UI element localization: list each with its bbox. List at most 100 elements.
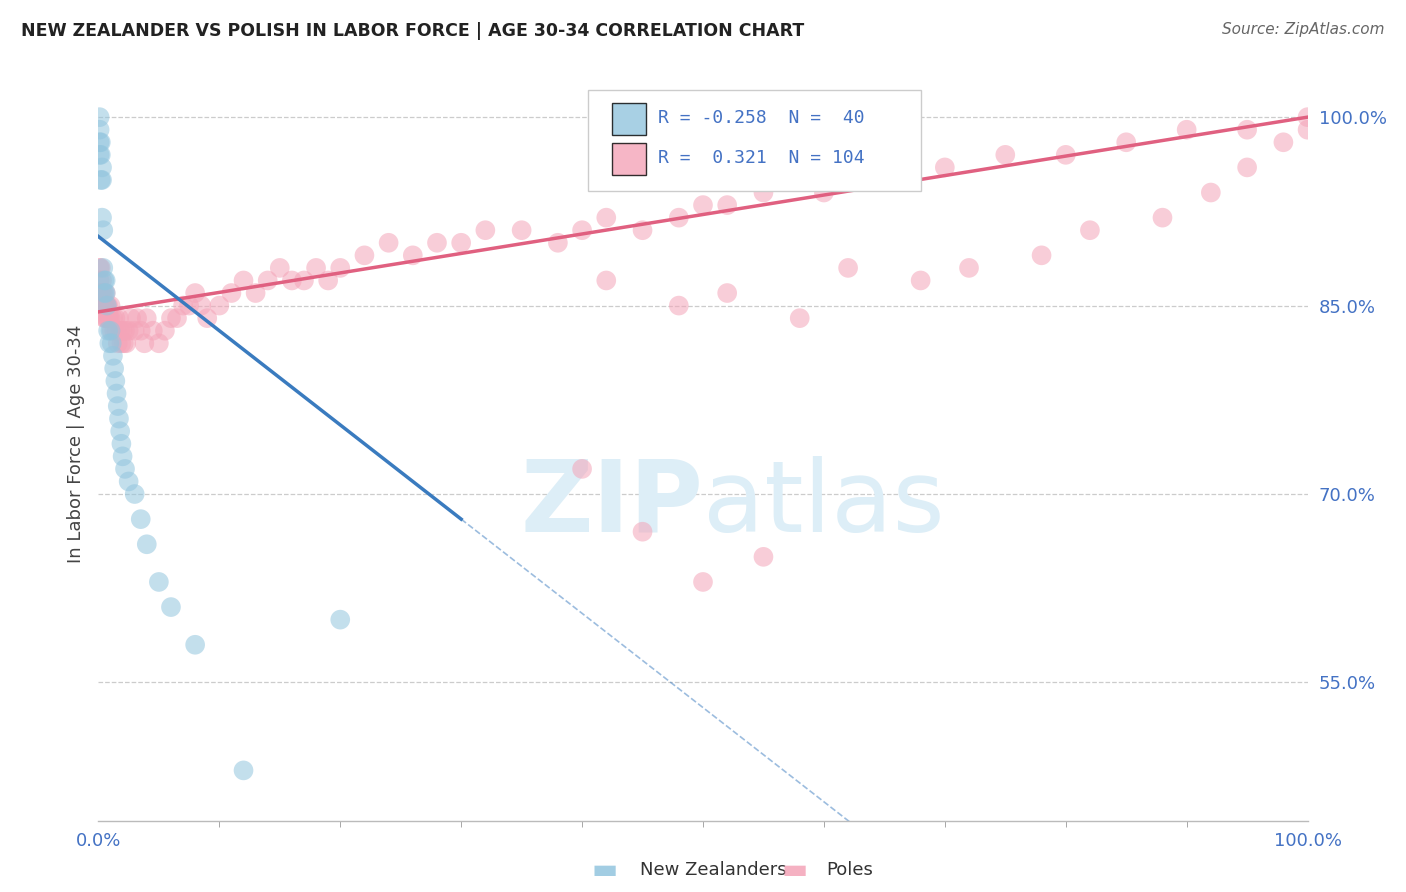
Point xyxy=(135,537,157,551)
Point xyxy=(89,122,111,136)
Point xyxy=(1078,223,1101,237)
Point xyxy=(377,235,399,250)
Point xyxy=(716,198,738,212)
Point xyxy=(934,161,956,175)
Point xyxy=(129,324,152,338)
Point xyxy=(281,273,304,287)
Point xyxy=(450,235,472,250)
Point xyxy=(91,161,114,175)
Point xyxy=(1272,135,1295,149)
Point xyxy=(245,285,267,300)
FancyBboxPatch shape xyxy=(613,103,647,135)
Point xyxy=(595,273,617,287)
Point xyxy=(692,198,714,212)
Point xyxy=(94,285,117,300)
Point xyxy=(329,260,352,275)
Point xyxy=(305,260,328,275)
Point xyxy=(221,285,243,300)
Point xyxy=(148,336,170,351)
Text: Source: ZipAtlas.com: Source: ZipAtlas.com xyxy=(1222,22,1385,37)
Point xyxy=(107,336,129,351)
Point xyxy=(94,311,117,326)
Point xyxy=(1296,122,1319,136)
Text: ▬: ▬ xyxy=(782,855,807,884)
Point xyxy=(510,223,533,237)
Point xyxy=(114,462,136,476)
FancyBboxPatch shape xyxy=(613,143,647,175)
Text: NEW ZEALANDER VS POLISH IN LABOR FORCE | AGE 30-34 CORRELATION CHART: NEW ZEALANDER VS POLISH IN LABOR FORCE |… xyxy=(21,22,804,40)
Point xyxy=(1115,135,1137,149)
Point xyxy=(90,148,112,162)
Point xyxy=(89,273,111,287)
Point xyxy=(353,248,375,262)
Point xyxy=(94,299,117,313)
Point xyxy=(93,299,115,313)
FancyBboxPatch shape xyxy=(588,89,921,191)
Point xyxy=(100,324,122,338)
Point xyxy=(142,324,165,338)
Point xyxy=(94,285,117,300)
Point xyxy=(184,285,207,300)
Point xyxy=(1054,148,1077,162)
Point xyxy=(118,475,141,489)
Point xyxy=(752,549,775,564)
Point xyxy=(184,638,207,652)
Point xyxy=(91,299,114,313)
Text: New Zealanders: New Zealanders xyxy=(640,861,786,879)
Point xyxy=(101,349,124,363)
Point xyxy=(91,285,114,300)
Point xyxy=(160,311,183,326)
Text: ▬: ▬ xyxy=(592,855,617,884)
Point xyxy=(89,260,111,275)
Point xyxy=(100,311,122,326)
Point xyxy=(98,311,121,326)
Point xyxy=(91,211,114,225)
Point xyxy=(256,273,278,287)
Point xyxy=(160,600,183,615)
Point xyxy=(104,311,127,326)
Point xyxy=(153,324,176,338)
Point xyxy=(1175,122,1198,136)
Point xyxy=(103,324,125,338)
Point xyxy=(571,462,593,476)
Text: atlas: atlas xyxy=(703,456,945,552)
Point xyxy=(98,336,121,351)
Point xyxy=(329,613,352,627)
Point xyxy=(96,311,118,326)
Point xyxy=(631,524,654,539)
Point xyxy=(104,374,127,388)
Point xyxy=(91,260,114,275)
Point xyxy=(93,273,115,287)
Point xyxy=(716,285,738,300)
Point xyxy=(752,186,775,200)
Point xyxy=(571,223,593,237)
Point xyxy=(108,424,131,438)
Point xyxy=(97,299,120,313)
Point xyxy=(91,285,114,300)
Point xyxy=(107,399,129,413)
Text: R = -0.258  N =  40: R = -0.258 N = 40 xyxy=(658,109,865,128)
Point xyxy=(96,299,118,313)
Point xyxy=(1296,110,1319,124)
Point xyxy=(89,148,111,162)
Point xyxy=(89,110,111,124)
Point xyxy=(837,260,859,275)
Point xyxy=(316,273,339,287)
Point xyxy=(547,235,569,250)
Point xyxy=(115,336,138,351)
Point xyxy=(100,336,122,351)
Point xyxy=(1236,122,1258,136)
Point xyxy=(957,260,980,275)
Point xyxy=(292,273,315,287)
Point xyxy=(232,764,254,778)
Point xyxy=(179,299,201,313)
Point xyxy=(91,173,114,187)
Point xyxy=(97,311,120,326)
Point xyxy=(269,260,291,275)
Point xyxy=(789,311,811,326)
Point xyxy=(1152,211,1174,225)
Text: R =  0.321  N = 104: R = 0.321 N = 104 xyxy=(658,149,865,167)
Point xyxy=(101,311,124,326)
Point xyxy=(93,311,115,326)
Point xyxy=(232,273,254,287)
